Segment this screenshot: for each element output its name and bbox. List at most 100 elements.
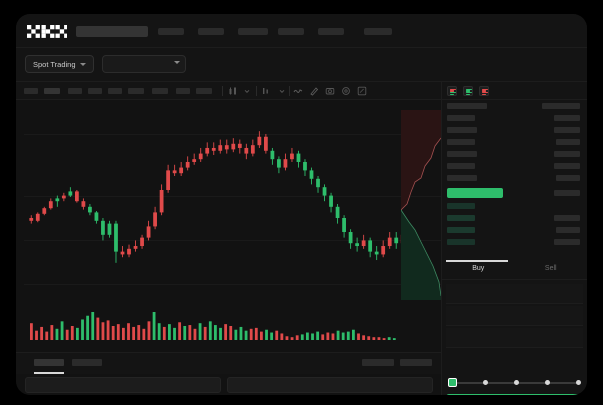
- toolbar-divider: [222, 86, 223, 96]
- orderbook-bid-price: [556, 227, 580, 233]
- orderbook-asks-icon[interactable]: [479, 86, 489, 96]
- toolbar-chip-4[interactable]: [88, 88, 102, 94]
- buy-sell-tabs: Buy Sell: [442, 260, 587, 280]
- app-screen: Spot Trading: [16, 14, 587, 395]
- fullscreen-icon[interactable]: [357, 86, 367, 96]
- order-summary-panels: [16, 374, 441, 395]
- orderbook-bid-amount: [447, 239, 475, 245]
- pair-select-dropdown[interactable]: [102, 55, 186, 73]
- orderbook-ask-price: [554, 115, 580, 121]
- order-field-price[interactable]: [446, 284, 583, 304]
- settings-gear-icon[interactable]: [341, 86, 351, 96]
- orderbook-both-icon[interactable]: [447, 86, 457, 96]
- nav-item-3[interactable]: [238, 28, 268, 35]
- chart-gridline: [24, 240, 441, 241]
- order-percent-slider[interactable]: [448, 378, 581, 388]
- orderbook-spread-price: [554, 190, 580, 196]
- chart-toolbar: [16, 82, 441, 100]
- orderbook-ask-amount: [447, 151, 477, 157]
- toolbar-chip-9[interactable]: [196, 88, 212, 94]
- candle-type-icon[interactable]: [228, 86, 238, 96]
- orderbook-bid-row[interactable]: [442, 238, 587, 248]
- tab-buy[interactable]: Buy: [472, 265, 485, 272]
- nav-item-5[interactable]: [318, 28, 344, 35]
- toolbar-chip-6[interactable]: [128, 88, 144, 94]
- spot-trading-label: Spot Trading: [33, 59, 76, 69]
- orderbook-bid-row[interactable]: [442, 226, 587, 236]
- orderbook-header-row: [442, 102, 587, 112]
- active-tab-underline: [446, 260, 508, 262]
- nav-item-1[interactable]: [158, 28, 184, 35]
- orderbook-bids-icon[interactable]: [463, 86, 473, 96]
- slider-handle[interactable]: [448, 378, 457, 387]
- toolbar-chip-8[interactable]: [176, 88, 190, 94]
- chevron-down-icon[interactable]: [242, 86, 252, 96]
- order-form: [442, 280, 587, 370]
- orderbook-bid-row[interactable]: [442, 214, 587, 224]
- orderbook-ask-row[interactable]: [442, 162, 587, 172]
- orderbook-ask-row[interactable]: [442, 174, 587, 184]
- candle-series: [29, 131, 405, 263]
- bottom-tab-open-orders[interactable]: [34, 359, 64, 366]
- bottom-tab-order-history[interactable]: [72, 359, 102, 366]
- orderbook-ask-row[interactable]: [442, 126, 587, 136]
- orderbook-bid-price: [554, 239, 580, 245]
- chevron-down-icon: [79, 62, 86, 66]
- orderbook-ask-price: [554, 127, 580, 133]
- orderbook-mode-row: [442, 82, 587, 100]
- slider-step-dot[interactable]: [545, 380, 550, 385]
- toolbar-chip-1[interactable]: [24, 88, 38, 94]
- order-panel-right[interactable]: [227, 377, 433, 393]
- chart-gridline: [24, 134, 441, 135]
- bottom-action-1[interactable]: [362, 359, 394, 366]
- orderbook-ask-row[interactable]: [442, 114, 587, 124]
- tab-sell[interactable]: Sell: [544, 265, 557, 272]
- orderbook-ask-row[interactable]: [442, 150, 587, 160]
- toolbar-chip-5[interactable]: [108, 88, 122, 94]
- orders-tabbar: [16, 352, 441, 374]
- order-panel-left[interactable]: [25, 377, 221, 393]
- orderbook-bid-row[interactable]: [442, 202, 587, 212]
- buy-submit-button[interactable]: [446, 394, 583, 395]
- depth-ask-line: [401, 137, 441, 211]
- market-subheader: Spot Trading: [16, 48, 587, 112]
- active-tab-underline: [34, 372, 64, 374]
- orderbook-ask-price: [554, 163, 580, 169]
- slider-step-dot[interactable]: [483, 380, 488, 385]
- spot-trading-dropdown[interactable]: Spot Trading: [25, 55, 94, 73]
- orderbook-bid-amount: [447, 227, 475, 233]
- market-depth-chart: [401, 110, 441, 300]
- device-frame: Spot Trading: [6, 6, 597, 399]
- toolbar-chip-2[interactable]: [44, 88, 60, 94]
- indicator-line-icon[interactable]: [293, 86, 303, 96]
- orderbook-col-price: [542, 103, 580, 109]
- chevron-down-icon[interactable]: [277, 86, 287, 96]
- interval-icon[interactable]: [261, 86, 271, 96]
- toolbar-chip-7[interactable]: [152, 88, 168, 94]
- bottom-action-2[interactable]: [400, 359, 432, 366]
- orderbook-ask-amount: [447, 127, 477, 133]
- orderbook-ask-amount: [447, 115, 475, 121]
- orderbook-col-amount: [447, 103, 487, 109]
- drawing-tool-icon[interactable]: [309, 86, 319, 96]
- orderbook-bid-amount: [447, 203, 475, 209]
- volume-chart[interactable]: [16, 304, 441, 352]
- orderbook-bid-price: [554, 215, 580, 221]
- search-input[interactable]: [76, 26, 148, 37]
- orderbook-ask-price: [556, 139, 580, 145]
- nav-item-2[interactable]: [198, 28, 224, 35]
- orderbook-ask-row[interactable]: [442, 138, 587, 148]
- order-field-amount[interactable]: [446, 306, 583, 326]
- toolbar-chip-3[interactable]: [68, 88, 82, 94]
- snapshot-icon[interactable]: [325, 86, 335, 96]
- orderbook[interactable]: [442, 100, 587, 258]
- slider-step-dot[interactable]: [576, 380, 581, 385]
- okx-logo-icon[interactable]: [27, 25, 67, 38]
- orderbook-ask-price: [556, 175, 580, 181]
- slider-step-dot[interactable]: [514, 380, 519, 385]
- nav-item-6[interactable]: [364, 28, 392, 35]
- nav-item-4[interactable]: [278, 28, 304, 35]
- order-field-total[interactable]: [446, 328, 583, 348]
- depth-bid-area: [401, 210, 441, 300]
- candlestick-chart[interactable]: [16, 100, 441, 304]
